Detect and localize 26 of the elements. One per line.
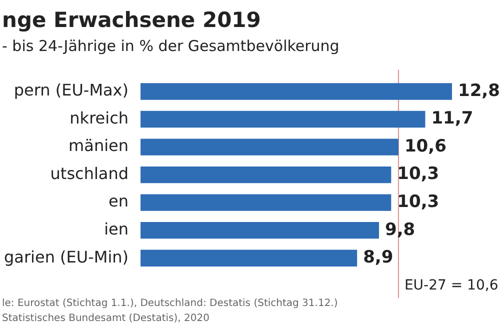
y-tick-label: ien bbox=[104, 220, 129, 238]
annotation: le: Eurostat (Stichtag 1.1.), Deutschland: Destatis (Stichtag 31.12.) bbox=[2, 298, 338, 309]
data-label: 8,9 bbox=[363, 248, 394, 268]
text: Statistisches Bundesamt (Destatis), 2020 bbox=[2, 313, 210, 324]
y-tick-label: garien (EU-Min) bbox=[4, 247, 129, 266]
bar bbox=[140, 83, 452, 100]
data-label: 10,6 bbox=[404, 136, 446, 156]
data-label: 11,7 bbox=[431, 108, 474, 129]
ref-line-label: EU-27 = 10,6 bbox=[404, 278, 498, 294]
bar bbox=[140, 194, 392, 211]
y-tick-label: nkreich bbox=[70, 108, 129, 128]
y-tick-label: pern (EU-Max) bbox=[14, 80, 129, 100]
bar bbox=[140, 166, 392, 184]
data-label: 10,3 bbox=[397, 164, 440, 184]
data-label: 10,3 bbox=[397, 192, 440, 212]
bar bbox=[140, 110, 426, 128]
bar bbox=[140, 138, 398, 156]
y-tick-label: mänien bbox=[68, 136, 129, 156]
data-label: 9,8 bbox=[385, 220, 416, 240]
y-tick-label: en bbox=[108, 192, 129, 211]
bar bbox=[140, 222, 379, 239]
bar bbox=[140, 250, 358, 266]
data-label: 12,8 bbox=[458, 80, 500, 101]
chart-title: nge Erwachsene 2019 bbox=[2, 8, 261, 32]
chart-subtitle: - bis 24-Jährige in % der Gesamtbevölkerung bbox=[2, 37, 340, 55]
y-tick-label: utschland bbox=[50, 164, 129, 183]
